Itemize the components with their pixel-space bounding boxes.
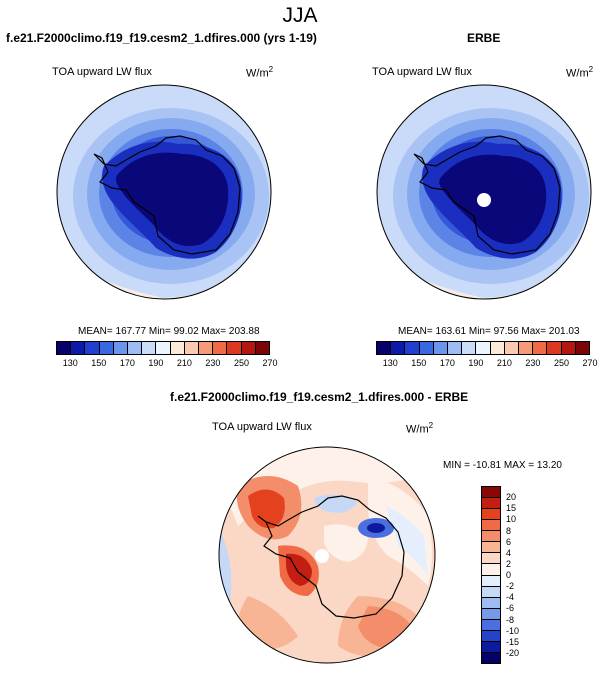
model-polar-map [56,84,272,300]
colorbar-tick-label: -20 [506,647,520,658]
colorbar-tick-label: 170 [119,358,135,368]
colorbar-box [482,586,500,598]
colorbar-box [482,608,500,620]
colorbar-box [255,342,270,354]
colorbar-box [99,342,114,354]
colorbar-box [482,487,500,499]
colorbar-tick-label: 210 [176,358,192,368]
colorbar-box [170,342,185,354]
colorbar-box [519,342,534,354]
colorbar-tick-label: 20 [506,492,517,503]
colorbar-tick-label: 270 [262,358,278,368]
colorbar-box [213,342,228,354]
colorbar-tick-label: 0 [506,570,512,580]
colorbar-box [57,342,72,354]
model-variable-label: TOA upward LW flux [52,66,152,78]
diff-colorbar-labels: 20 15 10 8 6 4 2 0 -2 -4 -6 -8 -10 -15 -20 [506,486,546,664]
colorbar-box [482,553,500,565]
diff-colorbar [481,486,501,664]
colorbar-tick-label: 130 [382,358,398,368]
colorbar-box [377,342,392,354]
colorbar-box [482,652,500,663]
obs-stats: MEAN= 163.61 Min= 97.56 Max= 201.03 [398,326,580,337]
colorbar-tick-label: 150 [411,358,427,368]
diff-polar-map [218,446,436,664]
colorbar-tick-label: -8 [506,614,515,625]
colorbar-tick-label: -15 [506,636,520,647]
colorbar-tick-label: 8 [506,525,512,536]
model-stats: MEAN= 167.77 Min= 99.02 Max= 203.88 [78,326,260,337]
colorbar-box [85,342,100,354]
colorbar-tick-label: 4 [506,547,512,558]
colorbar-tick-label: 170 [439,358,455,368]
colorbar-tick-label: 250 [553,358,569,368]
colorbar-tick-label: 210 [496,358,512,368]
colorbar-tick-label: 230 [525,358,541,368]
colorbar-box [482,531,500,543]
colorbar-tick-label: -10 [506,625,520,636]
colorbar-box [482,498,500,510]
diff-variable-label: TOA upward LW flux [212,421,312,433]
colorbar-box [199,342,214,354]
colorbar-box [504,342,520,354]
colorbar-box [482,564,500,576]
colorbar-box [547,342,562,354]
colorbar-box [448,342,463,354]
diff-stats: MIN = -10.81 MAX = 13.20 [443,460,562,471]
colorbar-box [575,342,590,354]
colorbar-box [561,342,576,354]
obs-panel-title: ERBE [467,31,501,45]
colorbar-box [227,342,242,354]
colorbar-box [419,342,434,354]
colorbar-box [156,342,171,354]
colorbar-box [128,342,143,354]
colorbar-box [482,641,500,653]
model-colorbar [56,341,270,355]
model-units-label: W/m2 [246,65,274,80]
colorbar-tick-label: 250 [233,358,249,368]
colorbar-box [482,520,500,532]
colorbar-box [482,575,500,587]
colorbar-box [71,342,86,354]
obs-polar-map [376,84,592,300]
colorbar-box [482,630,500,642]
colorbar-tick-label: 190 [148,358,164,368]
obs-colorbar-labels: 130 150 170 190 210 230 250 270 [376,358,598,370]
colorbar-tick-label: 270 [582,358,598,368]
obs-units-label: W/m2 [566,65,594,80]
colorbar-box [490,342,505,354]
colorbar-box [142,342,157,354]
colorbar-tick-label: 190 [468,358,484,368]
colorbar-box [482,597,500,609]
colorbar-tick-label: -6 [506,603,515,614]
colorbar-box [184,342,200,354]
obs-colorbar [376,341,590,355]
colorbar-tick-label: 150 [91,358,107,368]
colorbar-box [476,342,491,354]
colorbar-tick-label: -4 [506,592,515,603]
colorbar-box [391,342,406,354]
figure-title: JJA [282,4,318,27]
colorbar-box [482,542,500,554]
colorbar-box [433,342,449,354]
colorbar-tick-label: 10 [506,514,517,525]
colorbar-tick-label: 230 [205,358,221,368]
colorbar-box [241,342,256,354]
colorbar-tick-label: 15 [506,503,517,514]
colorbar-box [405,342,420,354]
obs-variable-label: TOA upward LW flux [372,66,472,78]
colorbar-box [462,342,477,354]
diff-units-label: W/m2 [406,421,434,436]
model-panel-title: f.e21.F2000climo.f19_f19.cesm2_1.dfires.… [6,31,317,45]
colorbar-box [113,342,129,354]
colorbar-tick-label: 130 [62,358,78,368]
colorbar-box [533,342,548,354]
diff-panel-title: f.e21.F2000climo.f19_f19.cesm2_1.dfires.… [170,390,469,404]
colorbar-tick-label: -2 [506,581,515,592]
colorbar-box [482,619,500,631]
colorbar-box [482,509,500,521]
colorbar-tick-label: 2 [506,558,512,569]
model-colorbar-labels: 130 150 170 190 210 230 250 270 [56,358,278,370]
colorbar-tick-label: 6 [506,536,512,547]
